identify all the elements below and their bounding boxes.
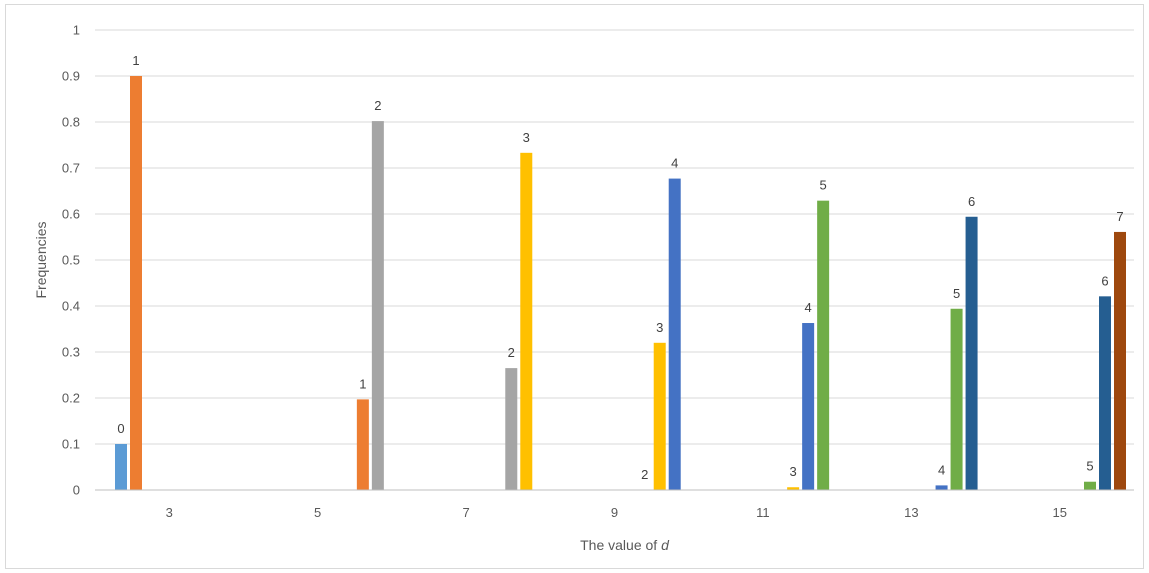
bar [965,216,978,490]
data-label: 2 [508,345,515,360]
bar [817,200,830,490]
x-tick-label: 5 [314,505,321,520]
bar [1084,481,1096,490]
bars [115,76,1126,491]
bar [787,487,800,490]
x-tick-label: 11 [756,505,770,520]
bar [356,399,369,490]
data-label: 5 [1086,459,1093,474]
gridlines [95,29,1134,445]
bar [130,76,142,490]
y-tick-label: 0.9 [62,69,80,84]
bar [802,323,815,490]
x-tick-label: 13 [904,505,918,520]
x-tick-label: 9 [611,505,618,520]
bar [653,342,666,490]
x-tick-label: 3 [166,505,173,520]
bar [520,152,533,490]
data-labels: 0 1 1 2 2 3 2 3 4 3 4 5 4 5 6 5 6 7 [117,53,1123,482]
data-label: 5 [820,178,827,193]
y-tick-label: 0.5 [62,253,80,268]
y-tick-label: 0 [73,483,80,498]
bar [1114,231,1126,490]
y-axis-tick-labels: 0 0.1 0.2 0.3 0.4 0.5 0.6 0.7 0.8 0.9 1 [62,23,80,498]
x-tick-label: 15 [1053,505,1067,520]
data-label: 4 [938,462,945,477]
data-label: 0 [117,421,124,436]
data-label: 2 [374,98,381,113]
bar [1099,296,1111,490]
data-label: 5 [953,286,960,301]
bar [115,444,127,490]
data-label: 3 [790,464,797,479]
data-label: 4 [671,156,678,171]
data-label: 6 [968,194,975,209]
x-axis-title: The value of d [580,537,670,553]
x-axis-tick-labels: 3 5 7 9 11 13 15 [166,505,1067,520]
x-axis-title-variable: d [661,537,670,553]
data-label: 1 [359,376,366,391]
data-label: 3 [523,130,530,145]
bar [668,178,681,490]
data-label: 1 [132,53,139,68]
data-label: 4 [805,300,812,315]
data-label: 2 [641,467,648,482]
y-tick-label: 0.4 [62,299,80,314]
data-label: 7 [1116,209,1123,224]
bar [371,121,384,490]
data-label: 3 [656,320,663,335]
y-tick-label: 0.3 [62,345,80,360]
bar [935,485,948,490]
y-tick-label: 0.1 [62,437,80,452]
y-tick-label: 0.7 [62,161,80,176]
y-tick-label: 0.8 [62,115,80,130]
y-axis-title: Frequencies [33,221,49,298]
data-label: 6 [1101,273,1108,288]
y-tick-label: 0.2 [62,391,80,406]
bar [950,308,963,490]
y-tick-label: 1 [73,23,80,38]
bar [505,368,518,490]
x-tick-label: 7 [462,505,469,520]
y-tick-label: 0.6 [62,207,80,222]
x-axis-title-prefix: The value of [580,537,661,553]
